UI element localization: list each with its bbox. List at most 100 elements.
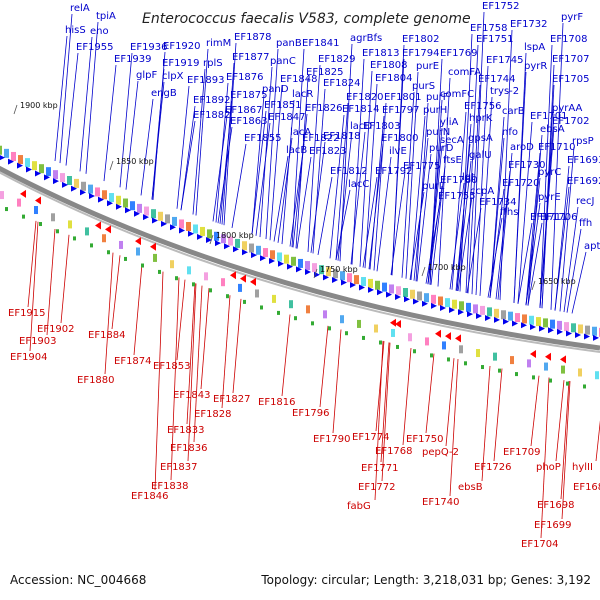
bottom-gene-label: EF1884 — [88, 330, 126, 341]
forward-gene-arrow — [242, 249, 248, 256]
bottom-leader-line — [176, 279, 186, 361]
feature-dot — [260, 305, 263, 310]
top-leader-line — [369, 115, 385, 270]
feature-block — [144, 206, 149, 216]
forward-gene-arrow — [215, 240, 221, 247]
feature-block — [473, 304, 478, 314]
top-gene-label: EF1710 — [538, 142, 576, 153]
forward-gene-arrow — [71, 185, 77, 192]
inner-feature-block — [68, 220, 72, 229]
reverse-gene-arrow — [35, 196, 41, 205]
bottom-gene-label: EF1843 — [173, 390, 211, 401]
top-leader-line — [527, 222, 543, 306]
feature-block — [67, 176, 72, 186]
bottom-gene-label: EF1796 — [292, 408, 330, 419]
forward-gene-arrow — [305, 269, 311, 276]
top-gene-label: EF1794 — [402, 48, 440, 59]
top-gene-label: secA — [440, 135, 464, 146]
bottom-gene-label: EF1904 — [10, 352, 48, 363]
bottom-gene-label: EF1709 — [503, 447, 541, 458]
bottom-leader-line — [445, 358, 455, 447]
bottom-gene-label: EF1699 — [534, 520, 572, 531]
feature-block — [522, 314, 527, 324]
feature-block — [137, 203, 142, 213]
forward-gene-arrow — [323, 274, 329, 281]
feature-dot — [141, 263, 144, 268]
feature-block — [543, 318, 548, 328]
top-leader-line — [289, 143, 305, 247]
feature-dot — [549, 378, 552, 383]
feature-block — [291, 256, 296, 266]
top-gene-label: EF1847 — [268, 112, 306, 123]
feature-dot — [90, 243, 93, 248]
top-gene-label: EF1758 — [470, 23, 508, 34]
feature-block — [445, 298, 450, 308]
top-leader-line — [467, 84, 481, 294]
forward-gene-arrow — [53, 178, 59, 185]
feature-dot — [328, 326, 331, 331]
top-gene-label: EF1756 — [464, 101, 502, 112]
forward-gene-arrow — [98, 196, 104, 203]
feature-block — [396, 286, 401, 296]
top-leader-line — [550, 22, 564, 310]
forward-gene-arrow — [458, 309, 464, 316]
top-leader-line — [410, 115, 426, 281]
top-leader-line — [376, 156, 392, 272]
feature-block — [298, 258, 303, 268]
top-gene-label: ftsE — [443, 155, 462, 166]
top-gene-label: EF1751 — [476, 34, 514, 45]
forward-gene-arrow — [350, 282, 356, 289]
top-gene-label: EF1707 — [552, 54, 590, 65]
top-gene-label: EF1813 — [362, 48, 400, 59]
feature-dot — [396, 344, 399, 349]
feature-block — [130, 201, 135, 211]
forward-gene-arrow — [179, 227, 185, 234]
feature-block — [361, 277, 366, 287]
top-leader-line — [103, 64, 117, 182]
feature-dot — [345, 331, 348, 336]
feature-dot — [226, 294, 229, 299]
bottom-gene-label: EF1772 — [358, 482, 396, 493]
forward-gene-arrow — [89, 193, 95, 200]
inner-feature-block — [153, 253, 157, 262]
top-gene-label: rpsP — [572, 136, 594, 147]
forward-gene-arrow — [521, 322, 527, 329]
inner-feature-block — [459, 345, 463, 354]
feature-dot — [481, 365, 484, 370]
feature-block — [123, 198, 128, 208]
bottom-leader-line — [560, 380, 570, 500]
top-leader-line — [401, 91, 415, 278]
top-gene-label: apt — [584, 241, 600, 252]
top-leader-line — [430, 165, 446, 285]
forward-gene-arrow — [152, 217, 158, 224]
feature-dot — [107, 250, 110, 255]
scale-tick-label: 1850 kbp — [116, 157, 154, 166]
top-leader-line — [415, 102, 429, 282]
top-gene-label: engB — [151, 88, 177, 99]
top-gene-label: EF1804 — [375, 73, 413, 84]
feature-dot — [294, 316, 297, 321]
top-leader-line — [273, 155, 289, 242]
forward-gene-arrow — [395, 293, 401, 300]
feature-block — [95, 187, 100, 197]
feature-block — [284, 254, 289, 264]
feature-block — [256, 245, 261, 255]
top-gene-label: purH — [423, 105, 447, 116]
scale-tick-mark — [13, 104, 18, 115]
top-leader-line — [525, 152, 541, 306]
top-leader-line — [487, 217, 503, 298]
top-leader-line — [54, 35, 68, 162]
top-gene-label: EF1920 — [163, 41, 201, 52]
top-gene-label: EF1841 — [302, 38, 340, 49]
bottom-leader-line — [133, 263, 143, 356]
forward-gene-arrow — [503, 318, 509, 325]
inner-feature-block — [527, 359, 531, 368]
feature-block — [102, 190, 107, 200]
top-gene-label: eno — [90, 26, 109, 37]
top-gene-label: relA — [70, 3, 90, 14]
reverse-gene-arrow — [135, 237, 141, 246]
top-gene-label: EF1711 — [530, 212, 568, 223]
bottom-gene-label: EF1874 — [114, 356, 152, 367]
top-leader-line — [391, 58, 405, 276]
top-gene-label: EF1801 — [384, 92, 422, 103]
